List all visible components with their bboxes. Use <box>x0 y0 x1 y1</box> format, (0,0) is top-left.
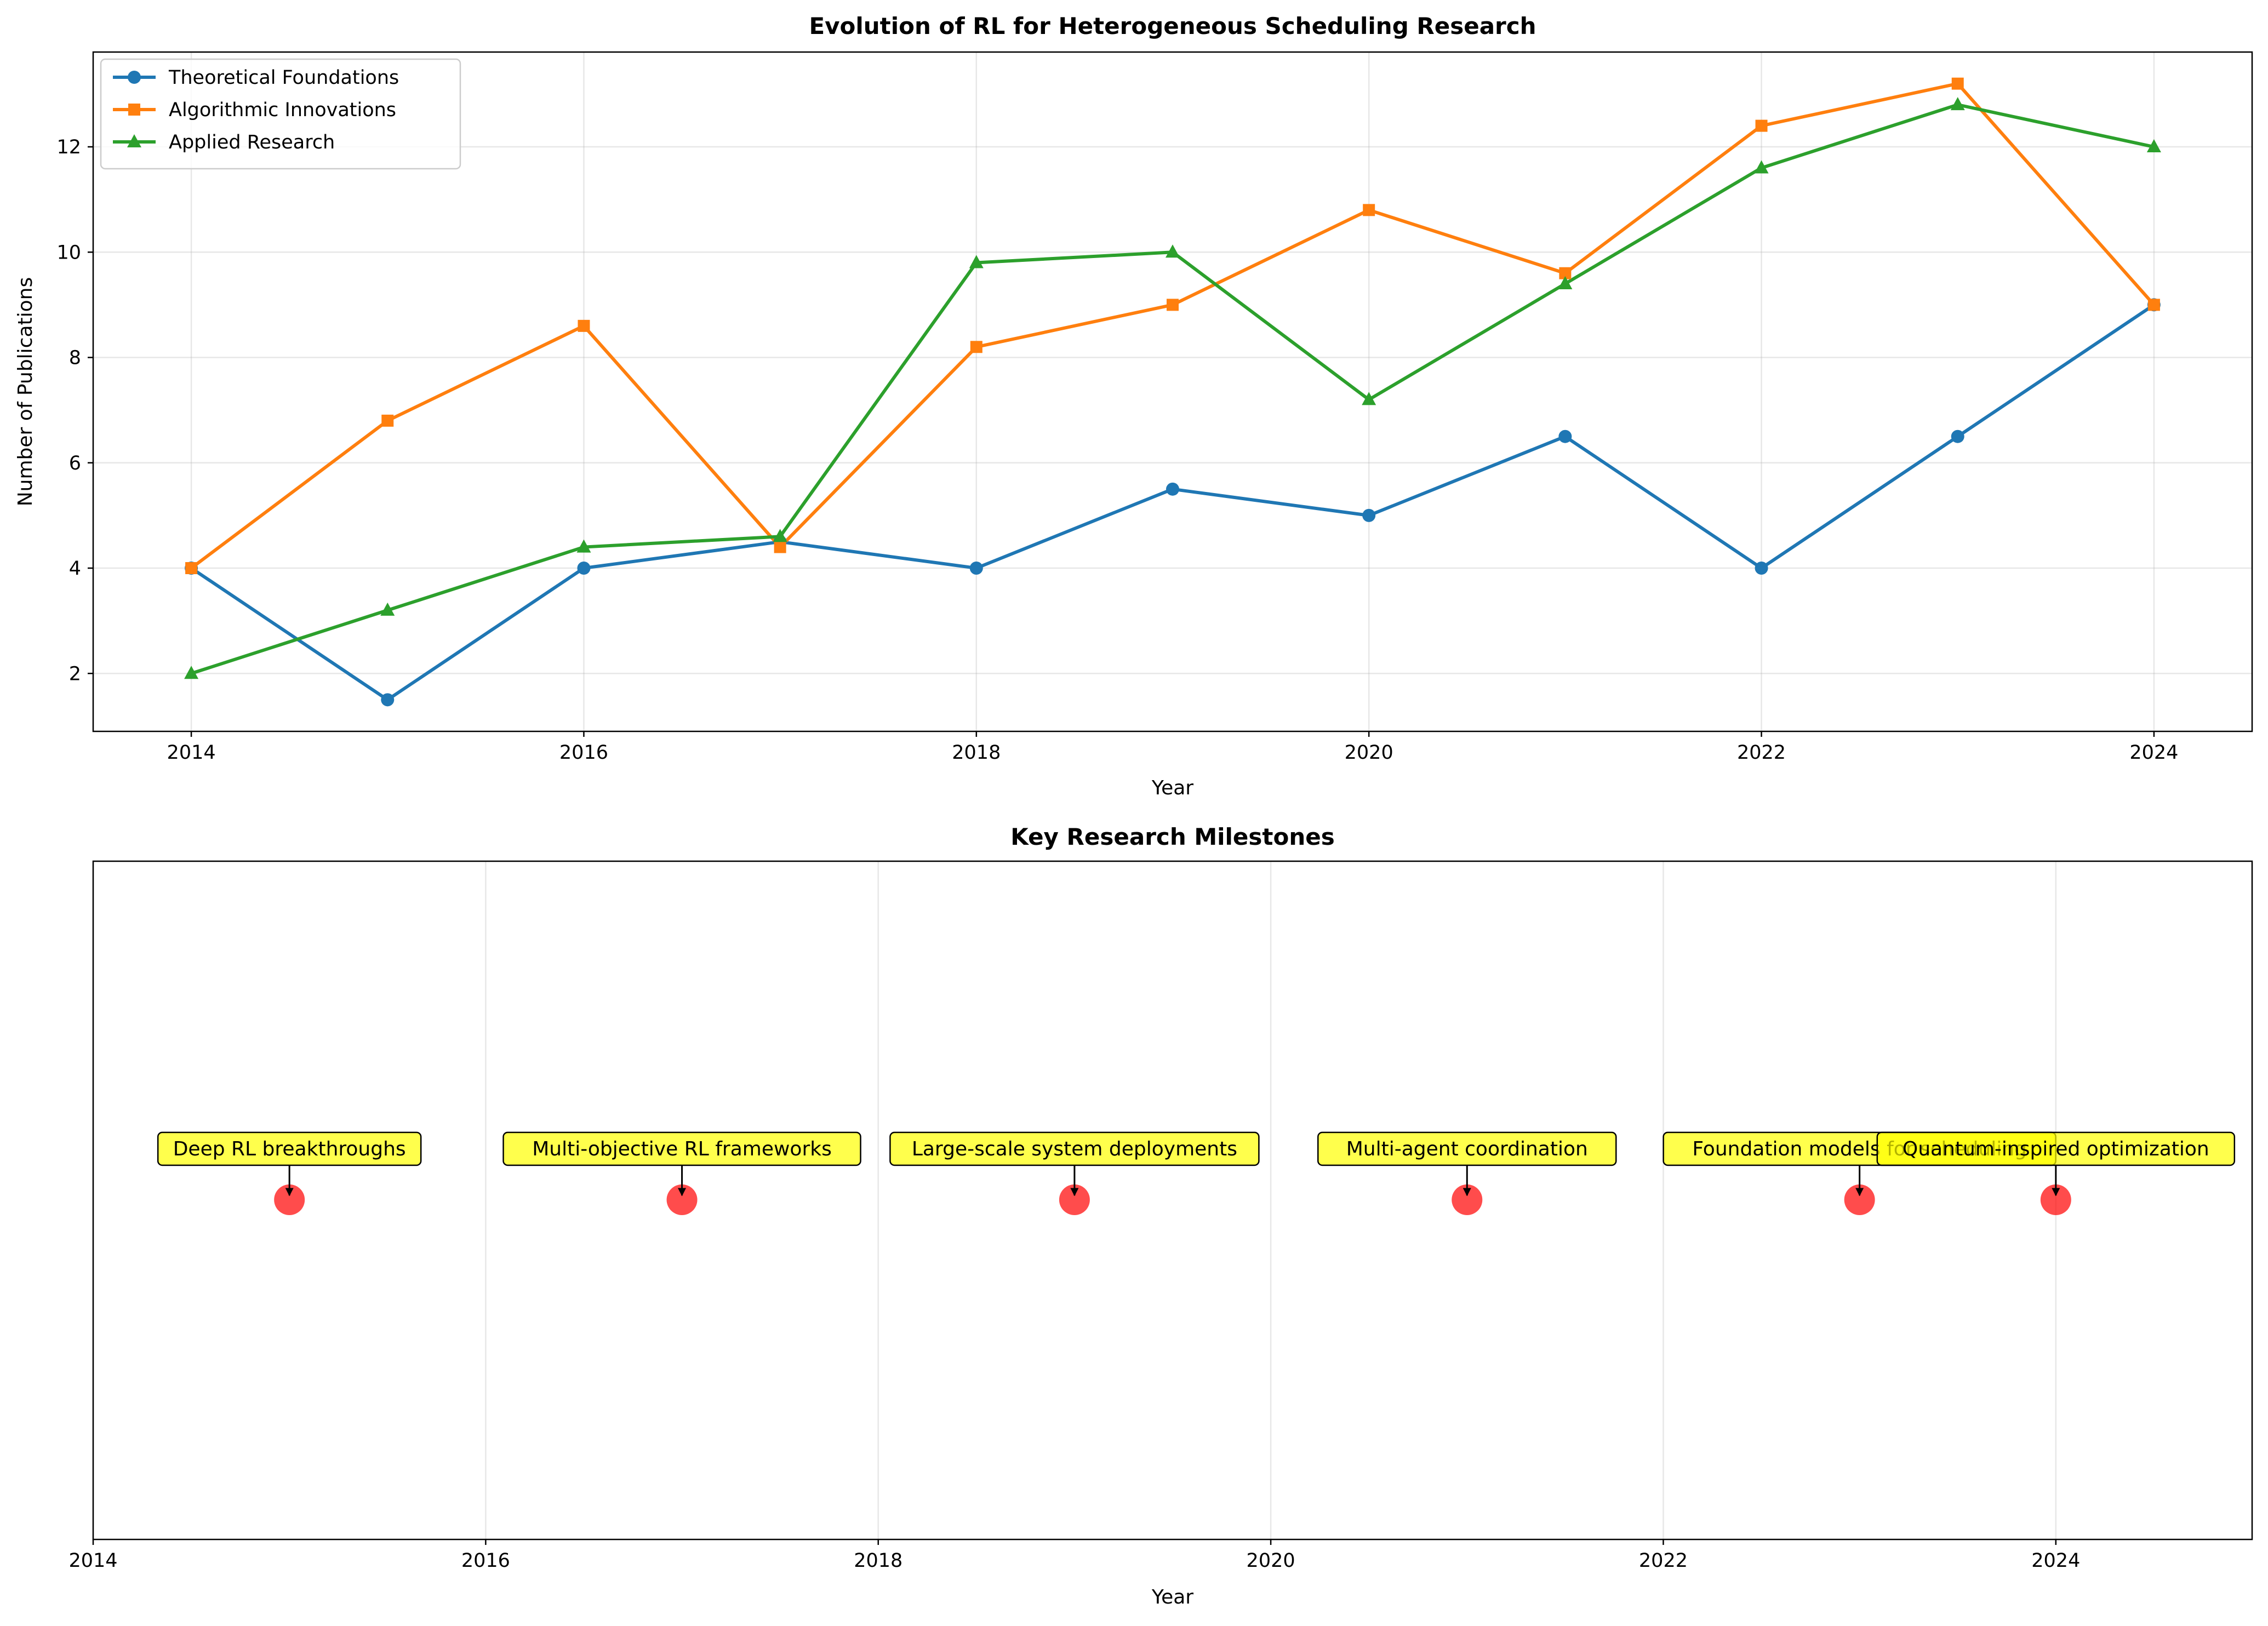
chart1-x-axis-label: Year <box>1151 777 1193 799</box>
data-point <box>773 529 787 542</box>
data-point <box>578 319 590 332</box>
data-point <box>381 414 394 427</box>
milestone-annotations: Deep RL breakthroughs Multi-objective RL … <box>157 1131 2236 1196</box>
data-point <box>1559 267 1572 279</box>
chart1-axes-frame <box>92 51 2253 732</box>
annotation-label: Multi-objective RL frameworks <box>532 1138 832 1160</box>
milestones-timeline-chart: Key Research Milestones Deep RL breakthr… <box>68 823 2253 1608</box>
x-tick-label: 2020 <box>1345 742 1393 764</box>
y-tick-label: 4 <box>69 558 81 580</box>
annotation-box <box>1317 1131 1617 1166</box>
series-line-2 <box>191 103 2155 675</box>
milestone-point <box>274 1184 305 1215</box>
publications-line-chart: Evolution of RL for Heterogeneous Schedu… <box>14 13 2253 799</box>
data-point <box>1363 204 1375 216</box>
milestone-annotation: Multi-agent coordination <box>1317 1131 1617 1196</box>
data-point <box>1558 276 1573 289</box>
milestone-point <box>1844 1184 1875 1215</box>
data-point <box>1167 299 1179 311</box>
annotation-box <box>1876 1131 2236 1166</box>
legend-label: Applied Research <box>169 131 335 153</box>
chart2-axes-frame <box>92 860 2253 1541</box>
chart1-y-ticks: 2 4 6 8 10 12 <box>56 136 93 685</box>
data-point <box>774 541 786 553</box>
milestone-annotation: Deep RL breakthroughs <box>157 1131 422 1196</box>
data-point <box>2147 299 2160 311</box>
annotation-label: Deep RL breakthroughs <box>173 1138 406 1160</box>
x-tick-label: 2022 <box>1737 742 1786 764</box>
data-point <box>577 562 591 575</box>
data-point <box>1755 119 1768 132</box>
x-tick-label: 2018 <box>952 742 1001 764</box>
data-point <box>1951 77 1964 90</box>
milestone-annotation: Quantum-inspired optimization <box>1876 1131 2236 1196</box>
data-point <box>1951 430 1964 443</box>
milestone-point <box>666 1184 698 1215</box>
y-tick-label: 10 <box>56 242 81 264</box>
data-point <box>1362 392 1376 405</box>
x-tick-label: 2014 <box>167 742 216 764</box>
annotation-box <box>889 1131 1260 1166</box>
milestone-annotation: Large-scale system deployments <box>889 1131 1260 1196</box>
data-point <box>184 666 199 679</box>
chart1-series-lines <box>190 82 2156 702</box>
annotation-box <box>157 1131 422 1166</box>
legend-marker <box>127 134 141 147</box>
x-tick-label: 2018 <box>854 1550 902 1572</box>
y-tick-label: 12 <box>56 136 81 158</box>
chart1-title: Evolution of RL for Heterogeneous Schedu… <box>809 13 1536 39</box>
data-point <box>2146 139 2161 153</box>
milestone-point <box>2040 1184 2071 1215</box>
x-tick-label: 2016 <box>559 742 608 764</box>
chart1-legend: Theoretical Foundations Algorithmic Innov… <box>100 58 461 170</box>
y-tick-label: 2 <box>69 663 81 685</box>
annotation-label: Multi-agent coordination <box>1346 1138 1588 1160</box>
chart1-y-axis-label: Number of Publications <box>14 277 37 507</box>
data-point <box>970 341 982 353</box>
legend-frame <box>100 58 461 170</box>
data-point <box>185 562 198 575</box>
annotation-label: Large-scale system deployments <box>912 1138 1237 1160</box>
x-tick-label: 2014 <box>68 1550 117 1572</box>
series-line-0 <box>190 303 2155 702</box>
data-point <box>1755 562 1768 575</box>
annotation-box <box>502 1131 861 1166</box>
data-point <box>1754 160 1769 174</box>
x-tick-label: 2022 <box>1639 1550 1688 1572</box>
chart2-title: Key Research Milestones <box>1010 823 1334 850</box>
legend-marker <box>128 104 140 116</box>
data-point <box>380 602 395 616</box>
data-point <box>969 562 983 575</box>
milestone-annotation: Multi-objective RL frameworks <box>502 1131 861 1196</box>
x-tick-label: 2024 <box>2031 1550 2080 1572</box>
milestone-points <box>274 1184 2071 1215</box>
data-point <box>1950 97 1965 111</box>
data-point <box>576 539 591 553</box>
milestone-point <box>1452 1184 1483 1215</box>
annotation-label: Quantum-inspired optimization <box>1903 1138 2209 1160</box>
legend-items: Theoretical Foundations Algorithmic Innov… <box>113 67 399 153</box>
legend-label: Theoretical Foundations <box>168 67 399 89</box>
data-point <box>1558 430 1572 443</box>
y-tick-label: 8 <box>69 347 81 369</box>
data-point <box>1362 508 1376 522</box>
y-tick-label: 6 <box>69 453 81 474</box>
legend-marker <box>128 71 141 84</box>
x-tick-label: 2020 <box>1247 1550 1295 1572</box>
chart2-x-axis-label: Year <box>1151 1586 1193 1608</box>
x-tick-label: 2024 <box>2129 742 2178 764</box>
data-point <box>969 255 984 268</box>
chart2-x-ticks: 2014 2016 2018 2020 2022 2024 <box>68 1539 2080 1572</box>
data-point <box>1166 482 1179 496</box>
data-point <box>1166 244 1180 258</box>
x-tick-label: 2016 <box>461 1550 510 1572</box>
chart1-markers <box>184 77 2161 707</box>
chart1-x-ticks: 2014 2016 2018 2020 2022 2024 <box>167 731 2178 764</box>
milestone-point <box>1059 1184 1090 1215</box>
data-point <box>381 693 395 707</box>
legend-label: Algorithmic Innovations <box>169 99 396 121</box>
